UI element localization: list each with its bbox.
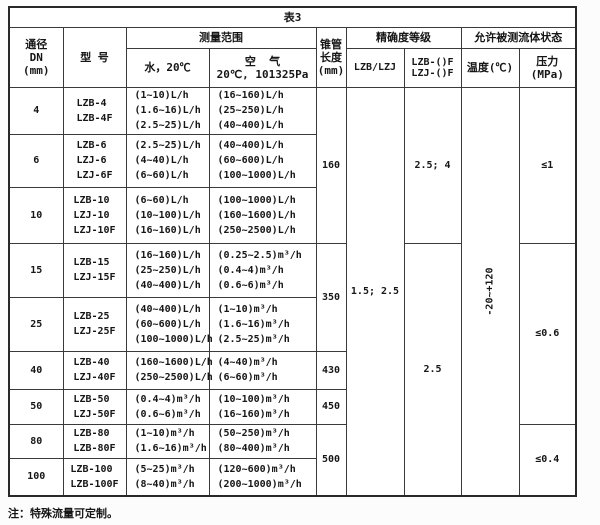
col-header-temperature: 温度(℃) bbox=[460, 47, 520, 88]
water-range-cell: (0.4~4)m³/h (0.6~6)m³/h bbox=[125, 388, 210, 425]
pressure-cell-06: ≤0.6 bbox=[518, 242, 577, 425]
accuracy-f-cell-upper: 2.5; 4 bbox=[403, 86, 462, 244]
table-row: 15 LZB-15 LZJ-15F (16~160)L/h (25~250)L/… bbox=[8, 242, 577, 497]
col-header-pressure: 压力 (MPa) bbox=[518, 47, 577, 88]
table-row: 6 LZB-6 LZJ-6 LZJ-6F (2.5~25)L/h (4~40)L… bbox=[8, 133, 576, 188]
col-header-measuring-range: 测量范围 bbox=[125, 26, 317, 49]
model-list: LZB-4 LZB-4F bbox=[76, 97, 113, 124]
dn-cell: 15 bbox=[8, 242, 64, 298]
model-cell: LZB-80 LZB-80F bbox=[62, 423, 127, 459]
air-range-cell: (0.25~2.5)m³/h (0.4~4)m³/h (0.6~6)m³/h bbox=[208, 242, 317, 298]
air-range-cell: (1~10)m³/h (1.6~16)m³/h (2.5~25)m³/h bbox=[208, 296, 317, 352]
model-cell: LZB-100 LZB-100F bbox=[62, 457, 127, 497]
table-title-row: 表3 bbox=[8, 6, 577, 28]
pressure-cell-1: ≤1 bbox=[518, 86, 577, 244]
dn-cell: 80 bbox=[8, 423, 64, 459]
header-row-sub: 水，20℃ 空 气 20℃, 101325Pa LZB/LZJ LZB-()F … bbox=[9, 47, 577, 88]
dn-cell: 50 bbox=[8, 388, 64, 425]
cone-length-cell-350: 350 bbox=[315, 242, 347, 352]
table-row: 100 LZB-100 LZB-100F (5~25)m³/h (8~40)m³… bbox=[8, 457, 576, 497]
col-header-accuracy-class: 精确度等级 bbox=[345, 26, 462, 49]
model-cell: LZB-4 LZB-4F bbox=[62, 86, 127, 135]
col-header-dn: 通径 DN (mm) bbox=[8, 26, 64, 88]
col-header-lzb-lzj: LZB/LZJ bbox=[345, 47, 405, 88]
table-row: 25 LZB-25 LZJ-25F (40~400)L/h (60~600)L/… bbox=[8, 296, 576, 352]
model-list: LZB-10 LZJ-10 LZJ-10F bbox=[73, 194, 116, 236]
table-row: 80 LZB-80 LZB-80F (1~10)m³/h (1.6~16)m³/… bbox=[8, 423, 577, 497]
model-list: LZB-40 LZJ-40F bbox=[73, 357, 116, 383]
table-row: 40 LZB-40 LZJ-40F (160~1600)L/h (250~250… bbox=[8, 350, 576, 390]
air-range-cell: (10~100)m³/h (16~160)m³/h bbox=[208, 388, 317, 425]
model-cell: LZB-40 LZJ-40F bbox=[62, 350, 127, 390]
water-range-cell: (2.5~25)L/h (4~40)L/h (6~60)L/h bbox=[125, 133, 210, 188]
table-row: 50 LZB-50 LZJ-50F (0.4~4)m³/h (0.6~6)m³/… bbox=[8, 388, 576, 425]
footnote: 注：特殊流量可定制。 bbox=[8, 507, 118, 520]
col-header-air: 空 气 20℃, 101325Pa bbox=[208, 47, 317, 88]
dn-cell: 25 bbox=[8, 296, 64, 352]
model-cell: LZB-50 LZJ-50F bbox=[62, 388, 127, 425]
model-list: LZB-25 LZJ-25F bbox=[73, 311, 116, 337]
model-list: LZB-6 LZJ-6 LZJ-6F bbox=[76, 140, 113, 181]
flowmeter-spec-table: 表3 通径 DN (mm) 型 号 测量范围 锥管 长度 (mm) 精确度等级 … bbox=[8, 6, 578, 497]
air-range-cell: (120~600)m³/h (200~1000)m³/h bbox=[208, 457, 317, 497]
model-cell: LZB-25 LZJ-25F bbox=[62, 296, 127, 352]
water-range-cell: (160~1600)L/h (250~2500)L/h bbox=[125, 350, 213, 390]
air-range-cell: (50~250)m³/h (80~400)m³/h bbox=[208, 423, 317, 459]
table-title: 表3 bbox=[8, 6, 577, 28]
col-header-fluid-state: 允许被测流体状态 bbox=[460, 26, 577, 49]
col-header-lzbf-lzjf: LZB-()F LZJ-()F bbox=[403, 47, 462, 88]
dn-cell: 100 bbox=[8, 457, 64, 497]
water-range-cell: (6~60)L/h (10~100)L/h (16~160)L/h bbox=[125, 186, 210, 244]
table-row: 4 LZB-4 LZB-4F (1~10)L/h (1.6~16)L/h (2.… bbox=[8, 86, 577, 497]
model-cell: LZB-15 LZJ-15F bbox=[62, 242, 127, 298]
col-header-cone-length: 锥管 长度 (mm) bbox=[315, 26, 347, 88]
temperature-value: -20~+120 bbox=[484, 267, 496, 316]
model-list: LZB-15 LZJ-15F bbox=[73, 257, 116, 283]
air-range-cell: (4~40)m³/h (6~60)m³/h bbox=[208, 350, 317, 390]
water-range-cell: (1~10)L/h (1.6~16)L/h (2.5~25)L/h bbox=[125, 86, 210, 135]
header-row-top: 通径 DN (mm) 型 号 测量范围 锥管 长度 (mm) 精确度等级 允许被… bbox=[8, 26, 577, 88]
model-cell: LZB-6 LZJ-6 LZJ-6F bbox=[62, 133, 127, 188]
model-list: LZB-100 LZB-100F bbox=[70, 463, 119, 490]
cone-length-cell-430: 430 bbox=[315, 350, 347, 390]
model-list: LZB-50 LZJ-50F bbox=[73, 393, 116, 420]
cone-length-cell-500: 500 bbox=[315, 423, 347, 497]
water-range-cell: (1~10)m³/h (1.6~16)m³/h bbox=[125, 423, 210, 459]
cone-length-cell-450: 450 bbox=[315, 388, 347, 425]
air-range-cell: (16~160)L/h (25~250)L/h (40~400)L/h bbox=[208, 86, 317, 135]
water-range-cell: (16~160)L/h (25~250)L/h (40~400)L/h bbox=[125, 242, 210, 298]
water-range-cell: (40~400)L/h (60~600)L/h (100~1000)L/h bbox=[125, 296, 213, 352]
dn-cell: 10 bbox=[8, 186, 64, 244]
dn-cell: 4 bbox=[8, 86, 64, 135]
col-header-water: 水，20℃ bbox=[125, 47, 210, 88]
dn-cell: 40 bbox=[8, 350, 64, 390]
water-range-cell: (5~25)m³/h (8~40)m³/h bbox=[125, 457, 210, 497]
model-cell: LZB-10 LZJ-10 LZJ-10F bbox=[62, 186, 127, 244]
cone-length-cell-160: 160 bbox=[315, 86, 347, 244]
accuracy-lzb-lzj-cell: 1.5; 2.5 bbox=[345, 86, 405, 497]
pressure-cell-04: ≤0.4 bbox=[518, 423, 577, 497]
col-header-model: 型 号 bbox=[62, 26, 127, 88]
air-range-cell: (40~400)L/h (60~600)L/h (100~1000)L/h bbox=[208, 133, 317, 188]
dn-cell: 6 bbox=[8, 133, 64, 188]
temperature-cell: -20~+120 bbox=[460, 86, 520, 497]
model-list: LZB-80 LZB-80F bbox=[73, 428, 116, 454]
air-range-cell: (100~1000)L/h (160~1600)L/h (250~2500)L/… bbox=[208, 186, 317, 244]
accuracy-f-cell-lower: 2.5 bbox=[403, 242, 462, 497]
